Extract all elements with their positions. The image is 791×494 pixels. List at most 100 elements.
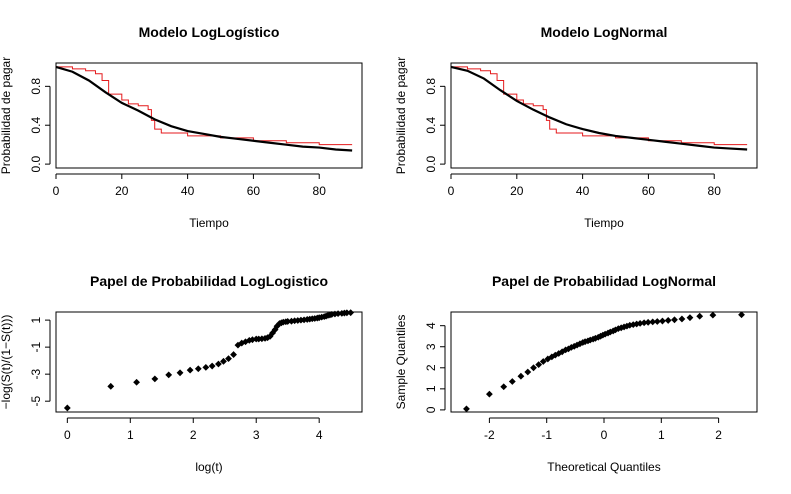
x-tick-label: 20 (510, 184, 524, 198)
data-point (133, 378, 140, 386)
y-tick-label: 0.8 (29, 78, 43, 95)
fitted-curve-line (450, 65, 748, 151)
data-point (649, 318, 657, 326)
data-point (738, 311, 745, 319)
x-tick-label: 0 (53, 184, 60, 198)
data-point (696, 312, 704, 320)
data-point (151, 375, 159, 383)
data-point (194, 365, 202, 373)
data-point (524, 368, 532, 376)
x-tick-label: 0 (601, 428, 608, 442)
data-point (535, 361, 543, 369)
y-tick-label: 0.4 (29, 117, 43, 134)
y-tick-label: 0 (424, 406, 438, 413)
data-point (284, 318, 292, 325)
x-tick-label: 1 (658, 428, 665, 442)
x-tick-label: -2 (484, 428, 495, 442)
data-point (517, 372, 525, 380)
data-point (328, 311, 336, 318)
x-axis-label: log(t) (195, 460, 222, 474)
data-point (202, 364, 210, 371)
data-point (225, 355, 232, 363)
plot-frame (450, 62, 758, 169)
chart-panel-1: Modelo LogLogístico 0 20 40 60 80 Tiempo 0.0 0.4… (0, 24, 363, 230)
x-tick-label: 3 (253, 428, 260, 442)
data-point (530, 364, 537, 372)
data-point (63, 404, 71, 412)
y-tick-label: 1 (424, 385, 438, 392)
x-tick-label: 40 (181, 184, 195, 198)
y-tick-label: 0.8 (424, 78, 438, 95)
x-axis-label: Tiempo (584, 216, 624, 230)
chart-panel-3: Papel de Probabilidad LogLogistico 0 1 2 3 4 l… (0, 273, 363, 474)
x-tick-label: 80 (313, 184, 327, 198)
y-tick-label: 0.4 (424, 117, 438, 134)
y-tick-label: 0.0 (424, 155, 438, 172)
y-tick-label: 1 (29, 316, 43, 323)
data-point (208, 362, 216, 370)
x-axis-label: Tiempo (189, 216, 229, 230)
data-point (586, 336, 594, 344)
y-tick-label: 4 (424, 322, 438, 329)
x-tick-label: 1 (127, 428, 134, 442)
data-point (107, 382, 115, 390)
plot-frame (55, 62, 363, 169)
data-point (220, 357, 227, 365)
data-point (551, 351, 559, 359)
x-tick-label: 4 (316, 428, 323, 442)
x-tick-label: 20 (115, 184, 129, 198)
data-point (343, 309, 351, 317)
empirical-step-line (56, 66, 353, 146)
y-axis-label: −log(S(t)/(1−S(t))) (0, 315, 13, 410)
data-point (633, 320, 641, 328)
data-point (678, 315, 686, 323)
y-tick-label: 3 (424, 343, 438, 350)
x-tick-label: 2 (190, 428, 197, 442)
chart-panel-4: Papel de Probabilidad LogNormal -2 -1 0 1 2 Th… (394, 273, 758, 474)
chart-title: Papel de Probabilidad LogLogistico (90, 273, 328, 289)
x-axis-label: Theoretical Quantiles (547, 460, 660, 474)
y-axis-label: Probabilidad de pagar (394, 57, 408, 174)
fitted-curve-line (55, 65, 353, 152)
data-point (640, 319, 648, 327)
data-point (653, 318, 661, 325)
y-axis-label: Sample Quantiles (394, 315, 408, 410)
chart-title: Papel de Probabilidad LogNormal (492, 273, 716, 289)
data-point (592, 334, 599, 342)
data-point (539, 358, 547, 365)
data-point (664, 317, 672, 324)
x-tick-label: 60 (247, 184, 261, 198)
chart-title: Modelo LogLogístico (139, 24, 280, 40)
data-point (249, 336, 256, 344)
data-point (500, 383, 508, 391)
data-point (644, 318, 652, 326)
y-tick-label: 2 (424, 364, 438, 371)
y-tick-label: 0.0 (29, 155, 43, 172)
data-point (709, 311, 717, 319)
empirical-step-line (451, 66, 748, 146)
chart-panel-2: Modelo LogNormal 0 20 40 60 80 Tiempo 0.0 0.4 0.8… (394, 24, 758, 230)
data-point (606, 328, 614, 336)
x-tick-label: -1 (541, 428, 552, 442)
data-point (508, 378, 516, 385)
y-axis-label: Probabilidad de pagar (0, 57, 13, 174)
data-point (686, 314, 694, 322)
plot-frame (450, 311, 758, 413)
data-point (165, 371, 173, 379)
y-tick-label: -5 (29, 396, 43, 407)
data-point (215, 360, 222, 368)
y-tick-label: -1 (29, 341, 43, 352)
x-tick-label: 0 (448, 184, 455, 198)
x-tick-label: 80 (708, 184, 722, 198)
data-point (230, 351, 237, 358)
y-tick-label: -3 (29, 369, 43, 380)
data-point (334, 310, 342, 318)
data-point (176, 369, 184, 377)
x-tick-label: 40 (576, 184, 590, 198)
data-point (659, 317, 666, 325)
data-point (463, 405, 470, 413)
data-point (186, 366, 194, 374)
data-point (347, 309, 355, 317)
plot-frame (55, 311, 363, 413)
